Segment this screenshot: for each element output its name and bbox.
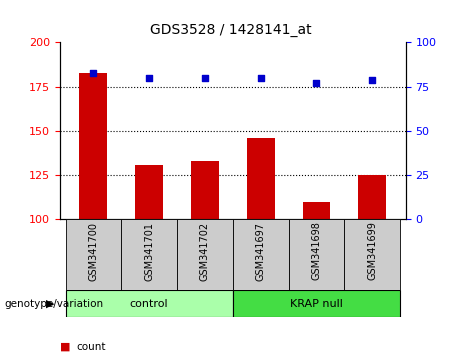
Bar xyxy=(177,219,233,290)
Bar xyxy=(65,219,121,290)
Point xyxy=(201,75,209,81)
Text: KRAP null: KRAP null xyxy=(290,298,343,309)
Text: GSM341698: GSM341698 xyxy=(312,222,321,280)
Bar xyxy=(79,73,107,219)
Text: GSM341702: GSM341702 xyxy=(200,222,210,281)
Text: control: control xyxy=(130,298,168,309)
Point xyxy=(146,75,153,81)
Text: GSM341700: GSM341700 xyxy=(89,222,98,281)
Point xyxy=(313,80,320,86)
Text: genotype/variation: genotype/variation xyxy=(5,298,104,309)
Text: GSM341697: GSM341697 xyxy=(256,222,266,281)
Text: ▶: ▶ xyxy=(46,298,54,309)
Text: GSM341699: GSM341699 xyxy=(367,222,377,280)
Bar xyxy=(121,219,177,290)
Text: GSM341701: GSM341701 xyxy=(144,222,154,281)
Bar xyxy=(358,175,386,219)
Point xyxy=(257,75,264,81)
Bar xyxy=(302,202,331,219)
Bar xyxy=(233,290,400,317)
Bar xyxy=(233,219,289,290)
Text: count: count xyxy=(76,342,106,352)
Bar xyxy=(289,219,344,290)
Text: GDS3528 / 1428141_at: GDS3528 / 1428141_at xyxy=(150,23,311,37)
Point xyxy=(90,70,97,75)
Text: ■: ■ xyxy=(60,342,71,352)
Bar xyxy=(65,290,233,317)
Bar xyxy=(247,138,275,219)
Point xyxy=(368,77,376,82)
Bar xyxy=(135,165,163,219)
Bar xyxy=(344,219,400,290)
Bar xyxy=(191,161,219,219)
